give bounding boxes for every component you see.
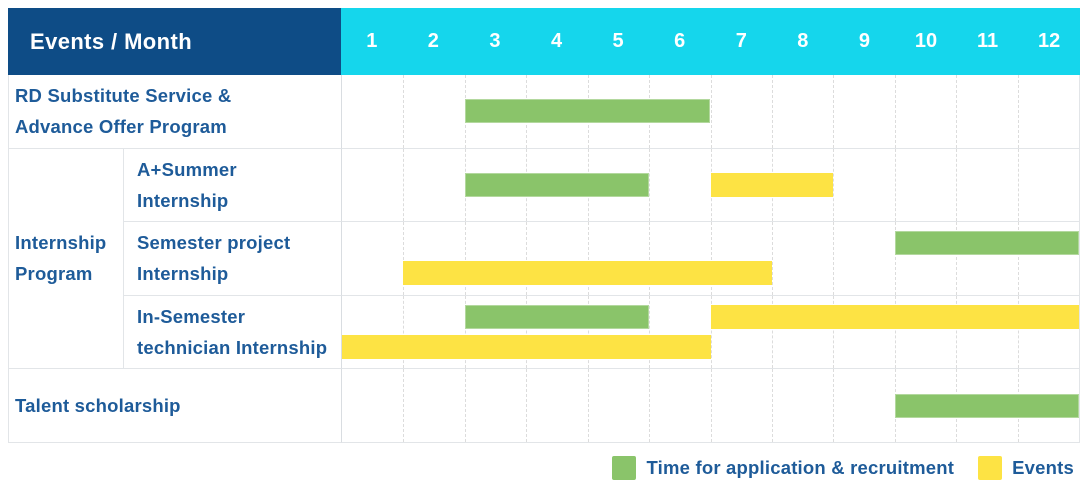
- month-label: 4: [550, 30, 563, 52]
- month-gridline: [894, 295, 896, 369]
- month-label: 1: [366, 30, 378, 52]
- month-gridline: [464, 369, 466, 442]
- legend-label-application: Time for application & recruitment: [646, 457, 955, 478]
- application-recruitment-bar: [464, 305, 650, 330]
- row-label-a-plus-summer: A+Summer Internship: [124, 148, 341, 223]
- month-gridline: [710, 222, 712, 295]
- month-gridline: [649, 222, 651, 295]
- month-gridline: [1017, 148, 1019, 222]
- yellow-swatch-icon: [978, 456, 1003, 480]
- month-gridline: [1017, 222, 1019, 295]
- month-label: 9: [858, 30, 870, 52]
- month-gridline: [956, 75, 958, 148]
- month-gridline: [587, 222, 589, 295]
- month-gridline: [403, 295, 405, 369]
- row-label-rd-substitute: RD Substitute Service & Advance Offer Pr…: [8, 75, 341, 149]
- month-label: 7: [735, 30, 747, 52]
- month-gridline: [833, 369, 835, 442]
- month-label: 8: [797, 30, 809, 52]
- month-header-cells: 1 2 3 4 5 6 7 8 9 10 11 12: [341, 8, 1080, 75]
- month-gridline: [403, 75, 405, 148]
- month-gridline: [403, 222, 405, 295]
- month-gridline: [771, 222, 773, 295]
- legend-label-events: Events: [1012, 457, 1074, 478]
- month-gridline: [833, 222, 835, 295]
- month-gridline: [956, 295, 958, 369]
- events-bar: [342, 335, 711, 360]
- month-label: 3: [489, 30, 501, 52]
- row-label-talent-scholarship: Talent scholarship: [8, 369, 341, 443]
- table-header-title: Events / Month: [8, 8, 341, 75]
- month-gridline: [403, 148, 405, 222]
- month-gridline: [403, 369, 405, 442]
- month-gridline: [649, 369, 651, 442]
- month-gridline: [526, 222, 528, 295]
- events-month-table: Events / Month 1 2 3 4 5 6 7 8 9 10 11 12 RD Substi…: [8, 8, 1080, 443]
- month-gridline: [464, 295, 466, 369]
- events-bar: [710, 305, 1079, 330]
- month-gridline: [649, 295, 651, 369]
- row-group-label-internship-program: Internship Program: [8, 148, 124, 370]
- month-gridline: [956, 222, 958, 295]
- month-gridline: [649, 148, 651, 222]
- month-gridline: [833, 295, 835, 369]
- legend-item-application: Time for application & recruitment: [612, 456, 954, 480]
- month-label: 6: [674, 30, 686, 52]
- application-recruitment-bar: [894, 231, 1079, 256]
- month-gridline: [956, 148, 958, 222]
- chart-row-rd-substitute: [341, 75, 1080, 149]
- application-recruitment-bar: [464, 99, 711, 124]
- month-gridline: [894, 75, 896, 148]
- application-recruitment-bar: [894, 393, 1079, 418]
- month-label: 10: [914, 30, 938, 52]
- chart-row-in-semester-technician: [341, 295, 1080, 370]
- row-label-in-semester-technician: In-Semester technician Internship: [124, 295, 341, 370]
- month-gridline: [771, 295, 773, 369]
- month-gridline: [1017, 295, 1019, 369]
- month-gridline: [464, 222, 466, 295]
- green-swatch-icon: [612, 456, 637, 480]
- month-gridline: [710, 295, 712, 369]
- month-label: 2: [427, 30, 439, 52]
- month-gridline: [587, 295, 589, 369]
- month-gridline: [833, 148, 835, 222]
- month-gridline: [771, 75, 773, 148]
- month-label: 11: [976, 30, 999, 52]
- month-label: 12: [1038, 30, 1061, 52]
- application-recruitment-bar: [464, 172, 650, 197]
- events-bar: [710, 172, 834, 197]
- legend: Time for application & recruitment Event…: [8, 456, 1074, 480]
- month-gridline: [894, 148, 896, 222]
- month-gridline: [833, 75, 835, 148]
- month-gridline: [894, 222, 896, 295]
- month-gridline: [710, 75, 712, 148]
- legend-item-events: Events: [978, 456, 1074, 480]
- month-gridline: [710, 369, 712, 442]
- chart-row-semester-project: [341, 222, 1080, 296]
- month-gridline: [771, 369, 773, 442]
- month-label: 5: [612, 30, 624, 52]
- row-label-semester-project: Semester project Internship: [124, 222, 341, 296]
- month-gridline: [526, 295, 528, 369]
- events-bar: [403, 261, 772, 286]
- month-gridline: [1017, 75, 1019, 148]
- chart-row-talent-scholarship: [341, 369, 1080, 443]
- month-gridline: [587, 369, 589, 442]
- chart-row-a-plus-summer: [341, 148, 1080, 223]
- month-gridline: [526, 369, 528, 442]
